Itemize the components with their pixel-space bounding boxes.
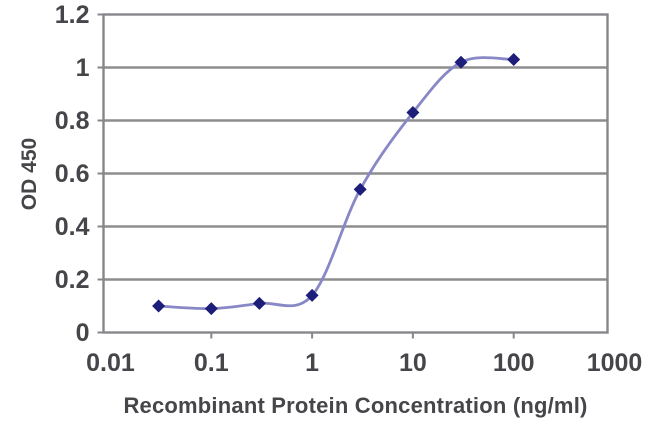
y-tick-label: 0.6 — [55, 160, 90, 188]
series-curve — [157, 56, 516, 311]
x-tick-label: 0.01 — [86, 349, 135, 377]
y-tick-label: 0.4 — [55, 213, 90, 241]
data-point-marker — [507, 53, 521, 67]
data-point-marker — [353, 182, 367, 196]
x-tick-label: 10 — [399, 349, 427, 377]
data-point-marker — [204, 302, 218, 316]
y-tick-label: 1.2 — [55, 1, 90, 29]
x-tick-label: 1 — [305, 349, 319, 377]
data-point-marker — [406, 106, 420, 120]
x-axis-title: Recombinant Protein Concentration (ng/ml… — [123, 393, 588, 418]
x-tick-label: 100 — [493, 349, 535, 377]
x-tick-label: 1000 — [587, 349, 643, 377]
data-point-marker — [454, 55, 468, 69]
data-point-marker — [152, 299, 166, 313]
y-tick-label: 1 — [76, 54, 90, 82]
x-tick-label: 0.1 — [194, 349, 229, 377]
y-axis-title: OD 450 — [18, 137, 41, 211]
y-tick-label: 0.2 — [55, 266, 90, 294]
data-point-marker — [305, 288, 319, 302]
y-tick-label: 0.8 — [55, 107, 90, 135]
y-tick-label: 0 — [76, 319, 90, 347]
data-point-marker — [252, 296, 266, 310]
